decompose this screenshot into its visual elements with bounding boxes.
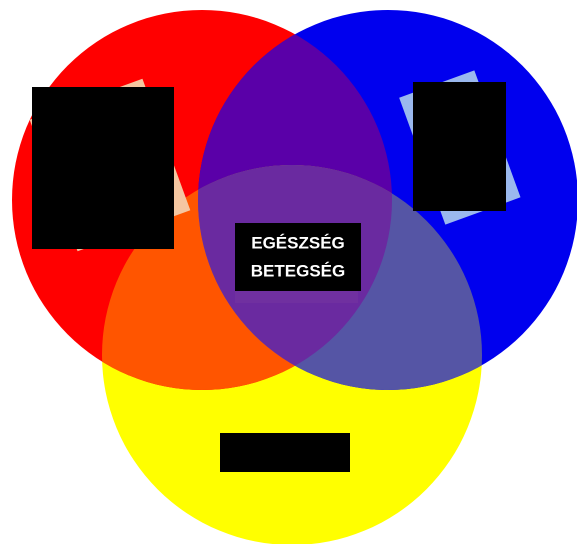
redacted-box bbox=[413, 82, 506, 211]
label-box bbox=[235, 223, 361, 291]
center-label: BETEGSÉG bbox=[251, 261, 345, 280]
center-label: EGÉSZSÉG bbox=[251, 233, 345, 252]
redacted-box bbox=[220, 433, 350, 472]
redacted-box bbox=[32, 87, 174, 249]
